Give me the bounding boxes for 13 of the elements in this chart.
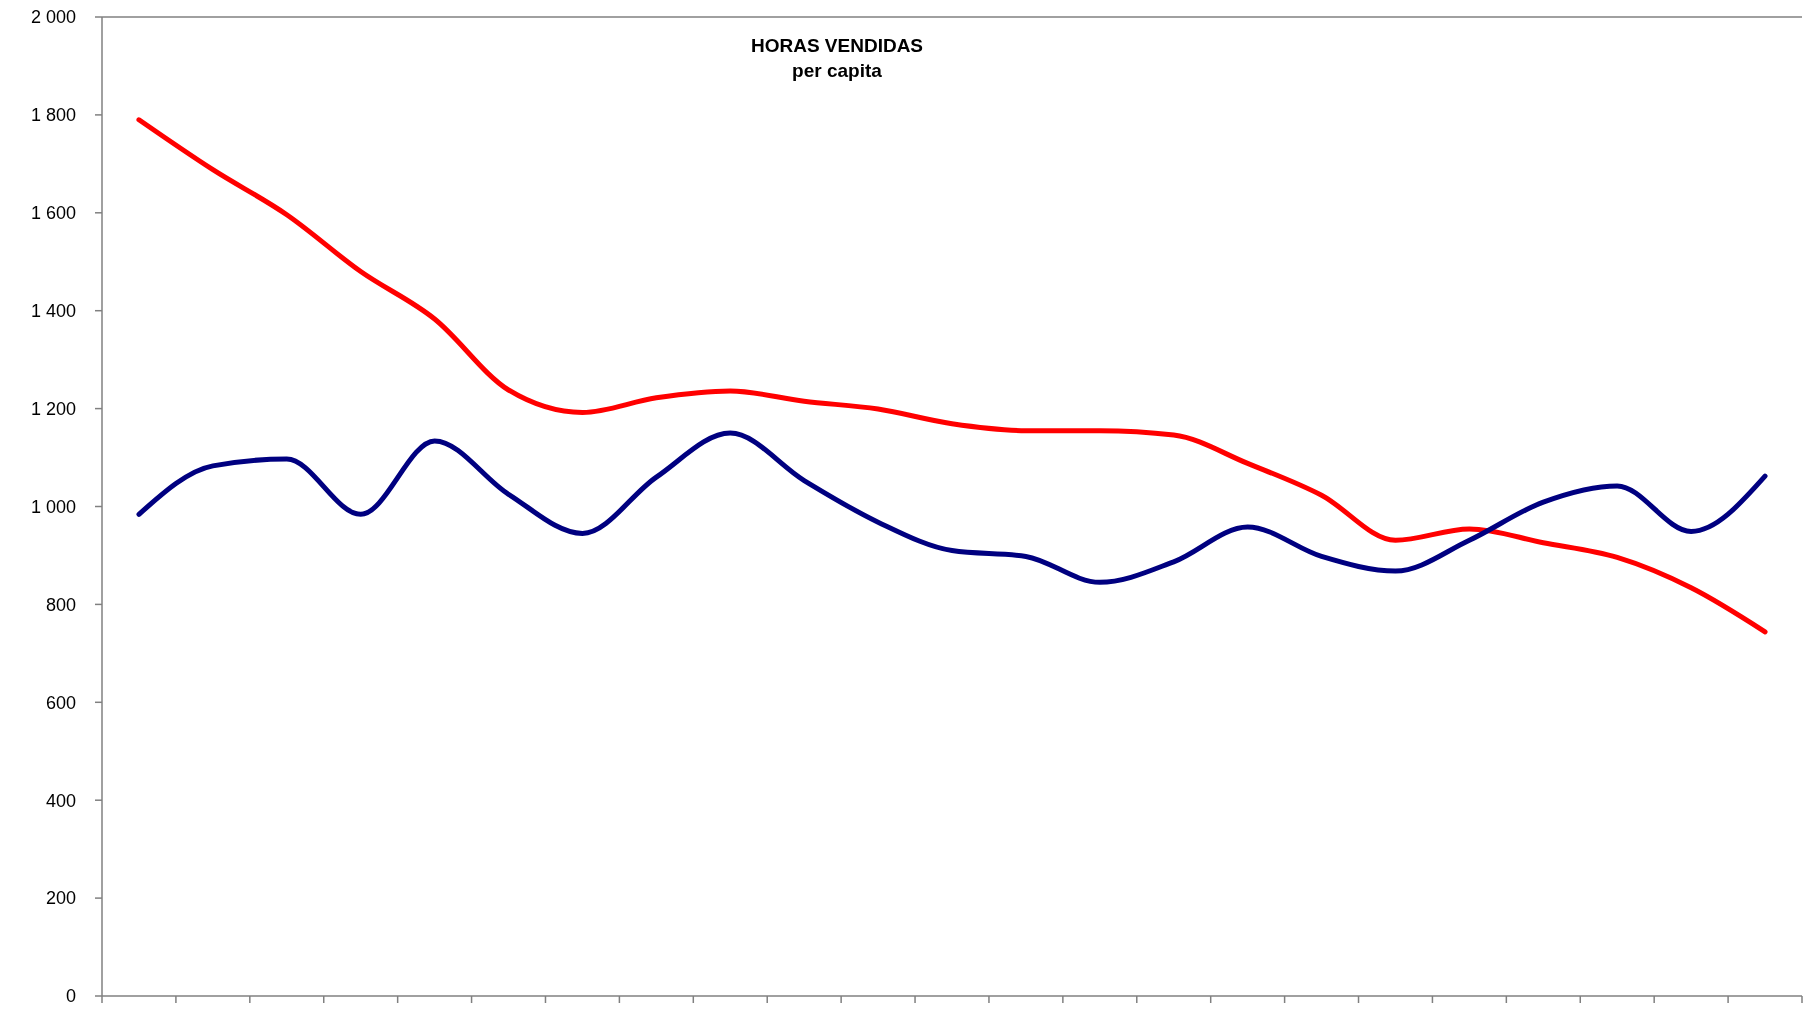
- y-tick-label: 0: [65, 986, 76, 1007]
- y-tick-label: 200: [45, 888, 76, 909]
- y-tick-label: 1 400: [30, 301, 76, 321]
- y-tick-label: 1 800: [30, 105, 76, 126]
- y-tick-label: 2 000: [30, 7, 76, 28]
- y-tick-label: 800: [45, 594, 76, 615]
- y-tick-label: 600: [45, 692, 76, 713]
- y-tick-label: 1 200: [30, 398, 76, 419]
- y-tick-label: 1 600: [30, 203, 76, 224]
- text: HORAS VENDIDAS: [750, 35, 924, 56]
- y-tick-label: 400: [45, 790, 76, 811]
- text: per capita: [792, 60, 883, 81]
- y-tick-label: 1 000: [30, 496, 76, 517]
